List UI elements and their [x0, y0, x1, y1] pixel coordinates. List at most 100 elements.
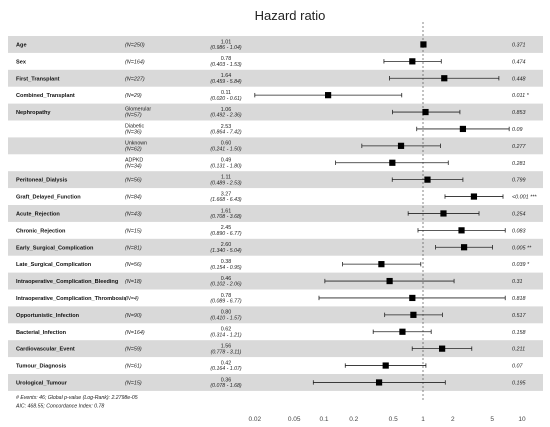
- row-band: [8, 137, 543, 155]
- p-value: 0.011 *: [512, 93, 530, 99]
- forest-row: First_Transplant (N=227) 1.64(0.459 - 5.84…: [16, 73, 526, 85]
- variable-label: Sex: [16, 59, 27, 65]
- n-label: (N=84): [125, 195, 142, 201]
- p-value: 0.254: [512, 211, 526, 217]
- variable-label: Chronic_Rejection: [16, 228, 66, 234]
- p-value: 0.371: [512, 42, 526, 48]
- forest-row: Cardiovascular_Event (N=59) 1.56(0.778 - 3…: [16, 343, 525, 355]
- n-label: (N=15): [125, 380, 142, 386]
- p-value: 0.195: [512, 380, 526, 386]
- hr-label: 2.53: [221, 124, 232, 130]
- level-label: Diabetic: [125, 123, 144, 129]
- hr-point: [460, 244, 468, 251]
- variable-label: Intraoperative_Complication_Bleeding: [16, 279, 119, 285]
- ci-label: (0.131 - 1.80): [210, 163, 241, 169]
- p-value: 0.039 *: [512, 262, 530, 268]
- hr-point: [409, 58, 416, 65]
- hr-label: 0.78: [221, 56, 232, 62]
- hr-point: [324, 92, 332, 99]
- level-label: Unknown: [125, 140, 147, 146]
- hr-label: 1.61: [221, 208, 232, 214]
- hr-label: 0.11: [221, 90, 231, 96]
- p-value: 0.474: [512, 59, 526, 65]
- chart-title: Hazard ratio: [255, 8, 326, 23]
- n-label: (N=61): [125, 364, 142, 370]
- ci-label: (0.241 - 1.50): [210, 146, 241, 152]
- hr-label: 1.01: [221, 39, 232, 45]
- hr-point: [409, 294, 416, 302]
- forest-row: Late_Surgical_Complication (N=56) 0.38(0.1…: [16, 259, 530, 271]
- x-tick-label: 0.2: [349, 416, 358, 423]
- hr-point: [424, 176, 431, 183]
- n-label: (N=36): [125, 129, 142, 135]
- forest-row: Peritoneal_Dialysis (N=56) 1.11(0.489 - 2.…: [16, 174, 526, 186]
- p-value: 0.517: [512, 313, 526, 319]
- forest-row: Sex (N=164) 0.78(0.403 - 1.53) 0.474: [16, 56, 526, 68]
- n-label: (N=62): [125, 146, 142, 152]
- hr-point: [441, 75, 448, 82]
- n-label: (N=56): [125, 262, 142, 268]
- hr-point: [386, 277, 393, 285]
- variable-label: First_Transplant: [16, 76, 60, 82]
- row-band: [8, 36, 543, 53]
- n-label: (N=164): [125, 59, 145, 65]
- row-band: [8, 272, 543, 290]
- hr-label: 2.60: [221, 242, 232, 248]
- footer-line: # Events: 46; Global p-value (Log-Rank):…: [16, 395, 138, 401]
- x-tick-label: 2: [451, 416, 455, 423]
- n-label: (N=56): [125, 178, 142, 184]
- p-value: 0.277: [512, 144, 526, 150]
- hr-point: [422, 108, 429, 116]
- hr-label: 0.38: [221, 259, 232, 265]
- level-label: Glomerular: [125, 107, 151, 113]
- n-label: (N=43): [125, 211, 142, 217]
- ci-label: (0.089 - 6.77): [210, 299, 241, 305]
- ci-label: (0.492 - 2.36): [210, 113, 241, 119]
- variable-label: Urological_Tumour: [16, 380, 68, 386]
- p-value: 0.799: [512, 178, 526, 184]
- row-band: [8, 340, 543, 358]
- n-label: (N=29): [125, 93, 142, 99]
- variable-label: Bacterial_Infection: [16, 330, 67, 336]
- n-label: (N=250): [125, 42, 145, 48]
- hr-label: 0.42: [221, 360, 232, 366]
- ci-label: (0.078 - 1.68): [210, 383, 241, 389]
- x-tick-label: 5: [490, 416, 494, 423]
- ci-label: (0.986 - 1.04): [210, 45, 241, 51]
- variable-label: Acute_Rejection: [16, 211, 60, 217]
- ci-label: (0.890 - 6.77): [210, 231, 241, 237]
- p-value: 0.07: [512, 364, 523, 370]
- hr-point: [439, 345, 446, 352]
- p-value: <0.001 ***: [512, 195, 537, 201]
- x-axis: 0.02 0.05 0.1 0.2 0.5 1 2 5 10: [248, 416, 526, 423]
- forest-row: Graft_Delayed_Function (N=84) 3.27(1.668 -…: [16, 191, 537, 203]
- ci-label: (1.340 - 5.04): [210, 248, 241, 254]
- forest-row: Intraoperative_Complication_Bleeding (N=1…: [16, 276, 523, 288]
- row-backgrounds: [8, 36, 543, 391]
- ci-label: (0.403 - 1.53): [210, 62, 241, 68]
- hr-label: 0.62: [221, 327, 232, 333]
- row-band: [8, 103, 543, 121]
- hr-label: 0.49: [221, 158, 232, 164]
- p-value: 0.09: [512, 127, 523, 133]
- hr-label: 1.56: [221, 343, 232, 349]
- n-label: (N=15): [125, 228, 142, 234]
- forest-row: Chronic_Rejection (N=15) 2.45(0.890 - 6.77…: [16, 225, 526, 237]
- p-value: 0.281: [512, 161, 526, 167]
- x-tick-label: 0.02: [248, 416, 261, 423]
- n-label: (N=4): [125, 296, 139, 302]
- ci-label: (0.154 - 0.95): [210, 265, 241, 271]
- hr-point: [440, 210, 447, 217]
- hr-point: [382, 362, 389, 369]
- variable-label: Late_Surgical_Complication: [16, 262, 92, 268]
- ci-label: (0.778 - 3.11): [211, 349, 242, 355]
- hr-label: 0.46: [221, 276, 232, 282]
- hr-label: 0.36: [221, 377, 232, 383]
- row-band: [8, 205, 543, 222]
- hr-label: 0.78: [221, 293, 232, 299]
- forest-row: Tumour_Diagnosis (N=61) 0.42(0.164 - 1.07)…: [16, 360, 523, 372]
- variable-label: Age: [16, 42, 27, 48]
- ci-label: (0.020 - 0.61): [210, 96, 241, 102]
- n-label: (N=18): [125, 279, 142, 285]
